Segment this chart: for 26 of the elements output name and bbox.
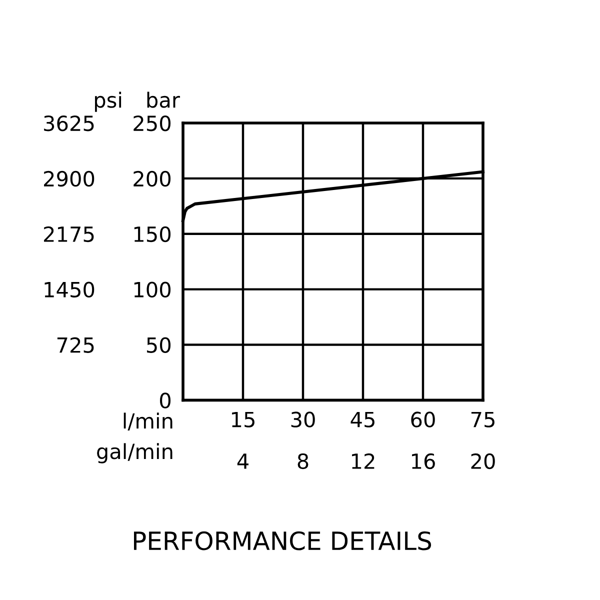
y-tick-label: 200 (134, 170, 171, 187)
x-tick-label: 15 (232, 412, 254, 428)
x-tick-label: 30 (291, 412, 315, 428)
x2-tick-label: 4 (237, 454, 248, 469)
x2-tick-label: 20 (471, 453, 495, 470)
y2-tick-label: 725 (57, 337, 94, 353)
y2-tick-label: 3625 (44, 115, 94, 132)
y2-axis-title: psi (95, 92, 122, 112)
y-tick-label: 250 (134, 115, 171, 132)
y-tick-label: 50 (146, 337, 171, 353)
y-tick-label: 150 (134, 226, 171, 242)
x-tick-label: 45 (350, 412, 374, 428)
x-tick-label: 60 (411, 412, 435, 428)
x2-tick-label: 8 (298, 453, 308, 470)
x-axis-title: l/min (124, 412, 172, 430)
y2-tick-label: 1450 (44, 282, 94, 298)
y-tick-label: 0 (160, 392, 171, 408)
x-tick-label: 75 (471, 412, 494, 428)
x2-axis-title: gal/min (97, 443, 172, 464)
text: PERFORMANCE DETAILS (134, 531, 432, 550)
y-axis-title: bar (147, 92, 180, 108)
x2-tick-label: 16 (412, 453, 435, 470)
y2-tick-label: 2900 (44, 170, 94, 187)
y2-tick-label: 2175 (44, 226, 94, 242)
x2-tick-label: 12 (352, 453, 374, 469)
y-tick-label: 100 (134, 282, 171, 298)
